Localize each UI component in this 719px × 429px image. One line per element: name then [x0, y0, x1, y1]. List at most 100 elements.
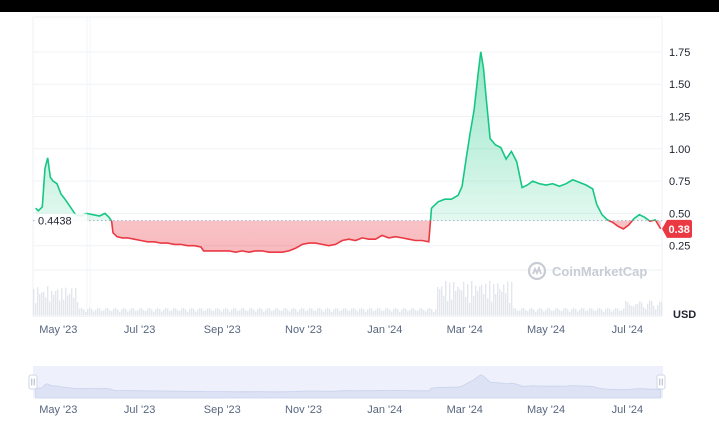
volume-bar [569, 311, 571, 315]
volume-bar [273, 310, 275, 315]
volume-bar [543, 311, 545, 315]
volume-bar [261, 309, 263, 315]
volume-bar [331, 311, 333, 315]
volume-bar [603, 311, 605, 315]
volume-bar [151, 309, 153, 315]
volume-bar [517, 310, 519, 315]
volume-bar [453, 282, 455, 315]
volume-bar [275, 308, 277, 315]
volume-bar [661, 302, 663, 315]
volume-bar [581, 308, 583, 315]
volume-bar [395, 308, 397, 315]
volume-bar [235, 308, 237, 315]
volume-bar [487, 298, 489, 315]
volume-bar [289, 311, 291, 315]
volume-bar [87, 309, 89, 315]
volume-bar [385, 308, 387, 315]
volume-bar [201, 308, 203, 315]
volume-bar [83, 309, 85, 315]
volume-bar [387, 308, 389, 315]
volume-bar [283, 308, 285, 315]
volume-bar [265, 309, 267, 315]
volume-bar [297, 311, 299, 315]
volume-bar [51, 290, 53, 315]
volume-bar [447, 300, 449, 315]
navigator-left-handle[interactable] [28, 374, 38, 390]
volume-bar [523, 308, 525, 315]
volume-bar [549, 308, 551, 315]
volume-bar [187, 311, 189, 315]
volume-bar [237, 310, 239, 315]
volume-bar [47, 286, 49, 315]
volume-bar [421, 308, 423, 315]
navigator-right-handle[interactable] [656, 374, 666, 390]
volume-bar [99, 308, 101, 315]
volume-bar [533, 309, 535, 315]
volume-bar [341, 310, 343, 315]
x-tick-label: Jan '24 [367, 324, 402, 336]
volume-bar [287, 309, 289, 315]
volume-bar [641, 302, 643, 315]
volume-bar [419, 308, 421, 315]
volume-bar [623, 308, 625, 315]
volume-bar [357, 311, 359, 315]
volume-bar [383, 310, 385, 315]
volume-bar [461, 290, 463, 315]
volume-bar [427, 308, 429, 315]
volume-bar [307, 310, 309, 315]
volume-bar [639, 301, 641, 315]
volume-bar [55, 290, 57, 315]
volume-bar [269, 308, 271, 315]
volume-bar [125, 308, 127, 315]
volume-bar [607, 308, 609, 315]
volume-bar [277, 308, 279, 315]
volume-bar [135, 310, 137, 315]
y-tick-label: 1.25 [669, 112, 690, 124]
volume-bar [497, 283, 499, 315]
baseline-label: 0.4438 [38, 216, 72, 228]
y-tick-label: 0.25 [669, 241, 690, 253]
y-tick-label: 0.50 [669, 208, 690, 220]
volume-bar [295, 309, 297, 315]
volume-bar [105, 308, 107, 315]
navigator-tick-label: Jul '23 [124, 404, 155, 416]
volume-bar [219, 309, 221, 315]
volume-bar [311, 308, 313, 315]
volume-bar [413, 308, 415, 315]
volume-bar [191, 308, 193, 315]
volume-bar [291, 308, 293, 315]
volume-bar [521, 308, 523, 315]
volume-bar [103, 310, 105, 315]
volume-bar [587, 310, 589, 315]
volume-bar [221, 311, 223, 315]
volume-bar [305, 311, 307, 315]
area-below-baseline [111, 220, 661, 253]
volume-bar [193, 309, 195, 315]
volume-bar [337, 308, 339, 315]
volume-bar [227, 309, 229, 315]
volume-bar [225, 308, 227, 315]
volume-bar [243, 308, 245, 315]
volume-bar [507, 281, 509, 315]
volume-bar [69, 293, 71, 315]
volume-bar [301, 308, 303, 315]
volume-bar [591, 308, 593, 315]
volume-bar [33, 288, 35, 315]
volume-bar [361, 308, 363, 315]
volume-bar [251, 308, 253, 315]
volume-bar [343, 308, 345, 315]
volume-bar [293, 308, 295, 315]
volume-bar [363, 309, 365, 315]
volume-bar [121, 309, 123, 315]
volume-bar [61, 287, 63, 315]
volume-bar [313, 310, 315, 315]
y-tick-label: 1.75 [669, 47, 690, 59]
volume-bar [131, 308, 133, 315]
volume-bar [109, 310, 111, 315]
volume-bar [107, 308, 109, 315]
volume-bar [611, 311, 613, 315]
volume-bar [373, 311, 375, 315]
volume-bar [91, 308, 93, 315]
volume-bar [167, 308, 169, 315]
volume-bar [605, 309, 607, 315]
